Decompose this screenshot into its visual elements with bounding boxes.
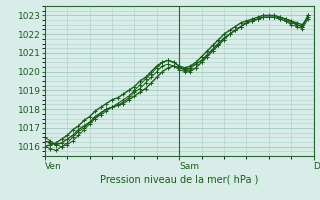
X-axis label: Pression niveau de la mer( hPa ): Pression niveau de la mer( hPa ): [100, 175, 258, 185]
